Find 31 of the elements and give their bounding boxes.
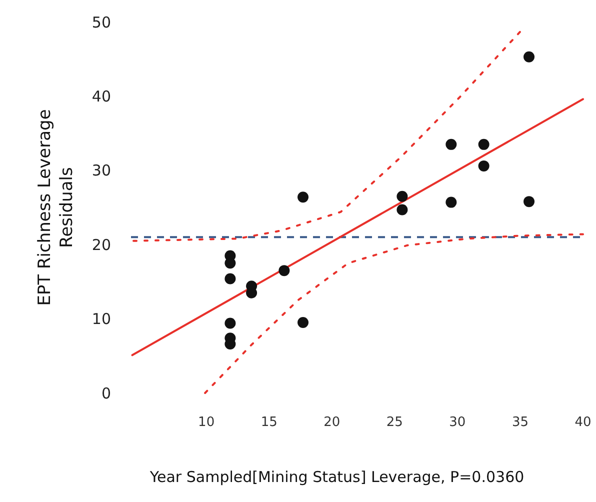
point — [478, 160, 490, 172]
point — [478, 138, 490, 150]
line-series — [132, 30, 522, 242]
point — [524, 51, 535, 62]
y-tick-label: 20 — [92, 236, 111, 254]
y-axis-title: EPT Richness Leverage Residuals — [35, 109, 78, 306]
line-series — [204, 233, 584, 394]
y-tick-label: 30 — [92, 162, 111, 180]
point — [446, 196, 457, 208]
x-tick-label: 35 — [512, 415, 528, 430]
x-tick-label: 10 — [198, 415, 215, 430]
point — [278, 265, 290, 276]
point — [224, 318, 236, 329]
point — [298, 192, 309, 203]
x-axis-title: Year Sampled[Mining Status] Leverage, P=0.0360 — [148, 468, 524, 486]
point — [396, 190, 408, 202]
x-tick-label: 25 — [386, 415, 403, 430]
x-tick-label: 30 — [449, 415, 466, 430]
x-tick-label: 20 — [324, 415, 340, 430]
y-tick-label: 40 — [92, 87, 111, 106]
x-tick-label: 15 — [260, 415, 278, 430]
y-tick-label: 0 — [101, 384, 111, 402]
x-tick-label: 40 — [574, 415, 592, 430]
point — [524, 196, 535, 208]
point — [224, 273, 236, 284]
y-tick-label: 10 — [92, 310, 111, 328]
point — [396, 204, 408, 216]
point — [446, 138, 457, 150]
y-tick-label: 50 — [92, 13, 111, 32]
point — [298, 317, 309, 328]
point — [224, 258, 236, 269]
